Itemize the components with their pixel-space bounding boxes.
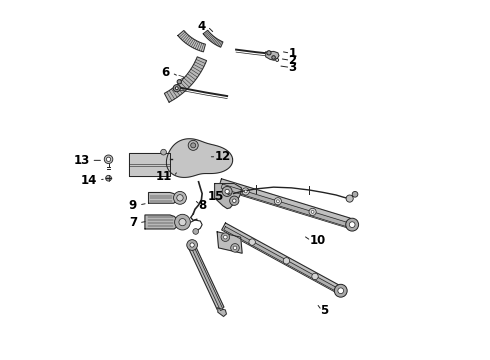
Text: 10: 10 [309,234,325,247]
Circle shape [276,59,279,62]
Circle shape [175,87,178,90]
Circle shape [346,195,353,202]
Circle shape [188,140,198,150]
Polygon shape [178,31,205,52]
Text: 9: 9 [129,198,137,212]
Circle shape [106,175,111,181]
Circle shape [193,229,198,234]
Circle shape [106,157,111,161]
Polygon shape [224,227,340,292]
Text: 1: 1 [289,47,297,60]
Polygon shape [218,308,226,316]
Text: 3: 3 [289,61,297,74]
Circle shape [346,218,359,231]
Circle shape [223,235,227,239]
Circle shape [225,189,229,194]
Text: 8: 8 [198,198,207,212]
Polygon shape [129,153,170,176]
Circle shape [179,219,186,226]
Text: 13: 13 [74,154,90,167]
Text: 6: 6 [162,66,170,79]
Circle shape [352,192,358,197]
Polygon shape [145,215,179,229]
Polygon shape [167,139,233,177]
Circle shape [276,200,279,203]
Polygon shape [221,184,350,228]
Circle shape [349,222,355,228]
Circle shape [274,198,281,205]
Text: 2: 2 [289,54,297,67]
Circle shape [104,155,113,163]
Polygon shape [221,223,340,292]
Circle shape [245,190,247,193]
Circle shape [177,80,181,84]
Circle shape [272,56,275,59]
Circle shape [173,85,180,92]
Polygon shape [203,30,223,47]
Polygon shape [219,179,350,228]
Polygon shape [188,243,224,310]
Circle shape [174,214,190,230]
Text: 15: 15 [207,190,223,203]
Text: 14: 14 [81,174,97,186]
Circle shape [191,143,196,148]
Text: 5: 5 [320,304,328,317]
Text: 11: 11 [155,170,172,183]
Circle shape [242,188,249,195]
Circle shape [249,239,255,245]
Text: 7: 7 [129,216,137,229]
Circle shape [232,199,236,203]
Circle shape [309,208,316,215]
Polygon shape [215,184,242,208]
Text: 4: 4 [197,20,206,33]
Circle shape [334,284,347,297]
Circle shape [187,240,197,250]
Circle shape [222,186,232,197]
Polygon shape [148,193,177,203]
Circle shape [190,243,194,247]
Polygon shape [165,57,207,102]
Circle shape [161,149,167,155]
Polygon shape [217,232,242,253]
Circle shape [338,288,343,294]
Circle shape [173,192,186,204]
Circle shape [312,273,318,280]
Circle shape [231,244,239,252]
Circle shape [311,211,314,213]
Polygon shape [191,246,223,311]
Circle shape [267,51,271,55]
Text: 12: 12 [215,150,231,163]
Circle shape [177,195,183,201]
Circle shape [233,246,237,249]
Circle shape [283,258,290,264]
Circle shape [221,233,230,242]
Polygon shape [266,51,279,60]
Circle shape [230,196,239,205]
